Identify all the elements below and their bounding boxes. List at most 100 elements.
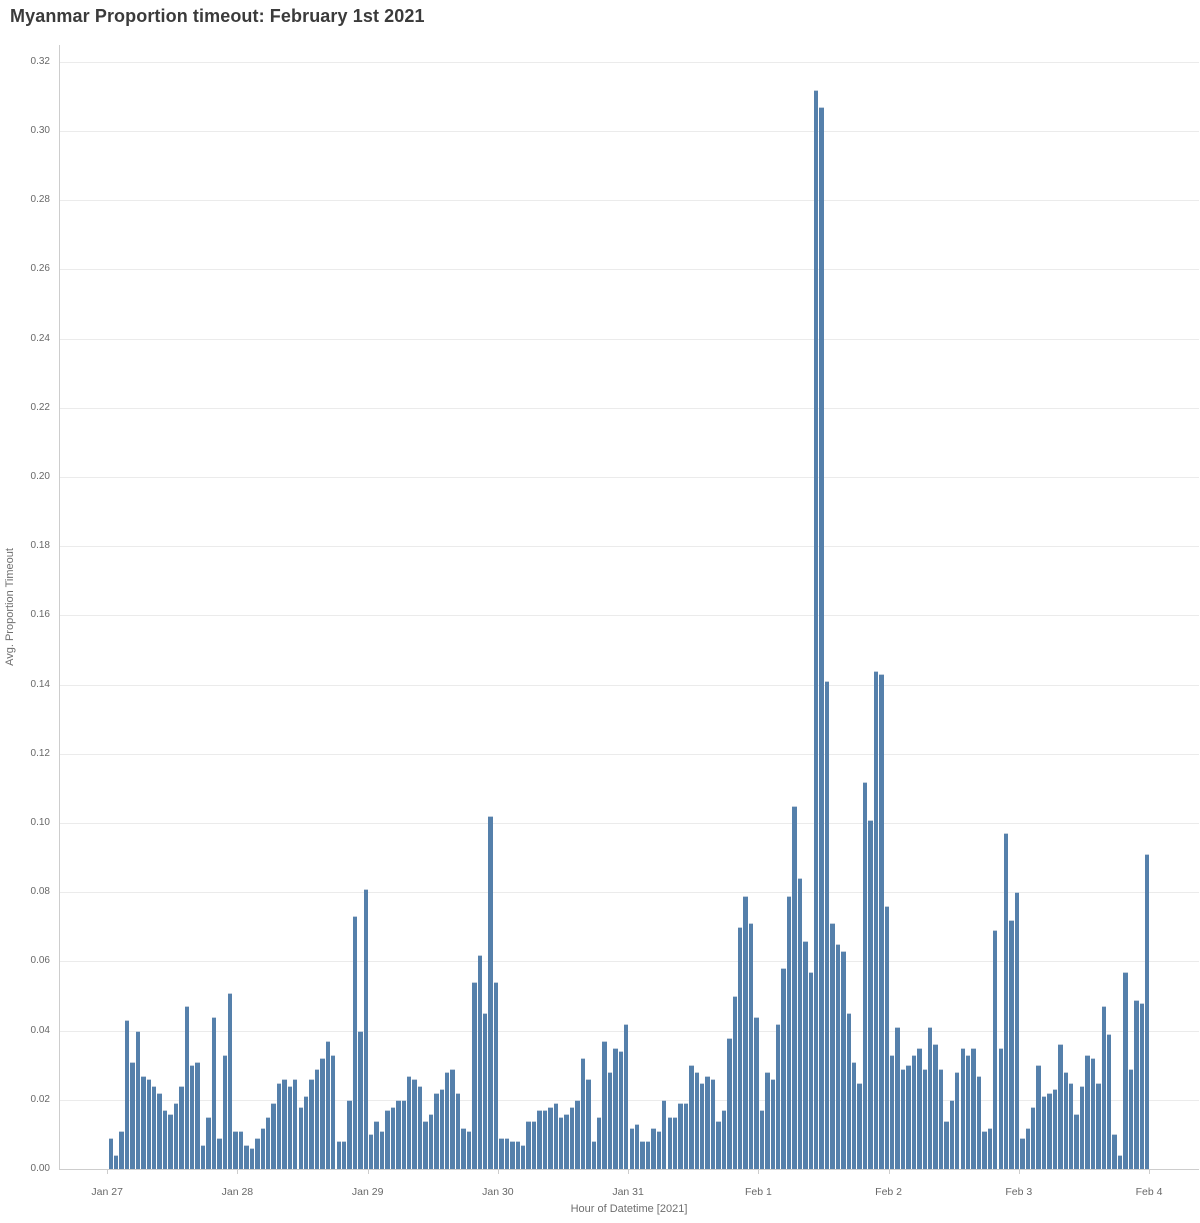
bar[interactable]: [255, 1137, 260, 1169]
bar[interactable]: [1123, 971, 1128, 1169]
bar[interactable]: [634, 1124, 640, 1169]
bar[interactable]: [189, 1065, 195, 1169]
bar[interactable]: [830, 923, 835, 1169]
bar[interactable]: [754, 1016, 759, 1169]
bar[interactable]: [710, 1079, 716, 1169]
bar[interactable]: [428, 1113, 434, 1169]
bar[interactable]: [927, 1027, 933, 1169]
bar[interactable]: [694, 1072, 700, 1169]
bar[interactable]: [141, 1075, 146, 1169]
bar[interactable]: [1117, 1155, 1123, 1169]
bar[interactable]: [862, 781, 868, 1169]
bar[interactable]: [510, 1141, 515, 1169]
bar[interactable]: [119, 1130, 124, 1169]
bar[interactable]: [271, 1103, 276, 1169]
bar[interactable]: [971, 1047, 976, 1169]
bar[interactable]: [1079, 1086, 1085, 1169]
bar[interactable]: [461, 1127, 466, 1169]
bar[interactable]: [1145, 854, 1150, 1169]
bar[interactable]: [325, 1041, 331, 1169]
bar[interactable]: [575, 1099, 580, 1169]
bar[interactable]: [521, 1144, 526, 1169]
bar[interactable]: [743, 895, 748, 1169]
bar[interactable]: [933, 1044, 938, 1169]
bar[interactable]: [336, 1141, 341, 1169]
bar[interactable]: [162, 1110, 168, 1169]
bar[interactable]: [987, 1127, 993, 1169]
bar[interactable]: [732, 996, 737, 1169]
bar[interactable]: [320, 1058, 325, 1169]
bar[interactable]: [369, 1134, 374, 1169]
bar[interactable]: [1058, 1044, 1063, 1169]
bar[interactable]: [195, 1061, 200, 1169]
bar[interactable]: [504, 1137, 510, 1169]
bar[interactable]: [401, 1099, 406, 1169]
bar[interactable]: [265, 1117, 271, 1169]
bar[interactable]: [146, 1079, 151, 1169]
bar[interactable]: [662, 1099, 667, 1169]
bar[interactable]: [352, 916, 358, 1169]
bar[interactable]: [363, 888, 369, 1169]
bar[interactable]: [439, 1089, 444, 1169]
bar[interactable]: [130, 1061, 135, 1169]
bar[interactable]: [792, 805, 797, 1169]
bar[interactable]: [233, 1130, 238, 1169]
bar[interactable]: [1052, 1089, 1058, 1169]
bar[interactable]: [857, 1082, 862, 1169]
bar[interactable]: [298, 1106, 303, 1169]
bar[interactable]: [483, 1013, 488, 1169]
bar[interactable]: [586, 1079, 591, 1169]
bar[interactable]: [1085, 1054, 1090, 1169]
bar[interactable]: [390, 1106, 396, 1169]
bar[interactable]: [591, 1141, 596, 1169]
bar[interactable]: [640, 1141, 645, 1169]
bar[interactable]: [1063, 1072, 1068, 1169]
bar[interactable]: [1009, 919, 1014, 1169]
bar[interactable]: [629, 1127, 634, 1169]
bar[interactable]: [1036, 1065, 1041, 1169]
bar[interactable]: [564, 1113, 569, 1169]
bar[interactable]: [417, 1086, 423, 1169]
bar[interactable]: [803, 940, 808, 1169]
bar[interactable]: [445, 1072, 450, 1169]
bar[interactable]: [314, 1068, 320, 1169]
bar[interactable]: [499, 1137, 504, 1169]
bar[interactable]: [808, 971, 813, 1169]
bar[interactable]: [819, 106, 824, 1169]
bar[interactable]: [700, 1082, 705, 1169]
bar[interactable]: [249, 1148, 255, 1169]
bar[interactable]: [835, 944, 841, 1169]
bar[interactable]: [1014, 892, 1020, 1169]
bar[interactable]: [341, 1141, 347, 1169]
bar[interactable]: [868, 819, 873, 1169]
bar[interactable]: [488, 816, 493, 1169]
bar[interactable]: [965, 1054, 971, 1169]
bar[interactable]: [1112, 1134, 1117, 1169]
bar[interactable]: [1096, 1082, 1101, 1169]
bar[interactable]: [1134, 999, 1139, 1169]
bar[interactable]: [434, 1092, 439, 1169]
bar[interactable]: [309, 1079, 314, 1169]
bar[interactable]: [906, 1065, 911, 1169]
bar[interactable]: [955, 1072, 960, 1169]
bar[interactable]: [303, 1096, 309, 1169]
bar[interactable]: [998, 1047, 1003, 1169]
bar[interactable]: [1025, 1127, 1031, 1169]
bar[interactable]: [678, 1103, 683, 1169]
bar[interactable]: [1090, 1058, 1096, 1169]
bar[interactable]: [238, 1130, 244, 1169]
bar[interactable]: [727, 1037, 732, 1169]
bar[interactable]: [1074, 1113, 1079, 1169]
bar[interactable]: [759, 1110, 765, 1169]
bar[interactable]: [879, 674, 884, 1169]
bar[interactable]: [667, 1117, 672, 1169]
bar[interactable]: [672, 1117, 678, 1169]
bar[interactable]: [922, 1068, 927, 1169]
bar[interactable]: [548, 1106, 553, 1169]
bar[interactable]: [244, 1144, 249, 1169]
bar[interactable]: [976, 1075, 982, 1169]
bar[interactable]: [824, 681, 830, 1169]
bar[interactable]: [227, 992, 233, 1169]
bar[interactable]: [1020, 1137, 1025, 1169]
bar[interactable]: [455, 1092, 461, 1169]
